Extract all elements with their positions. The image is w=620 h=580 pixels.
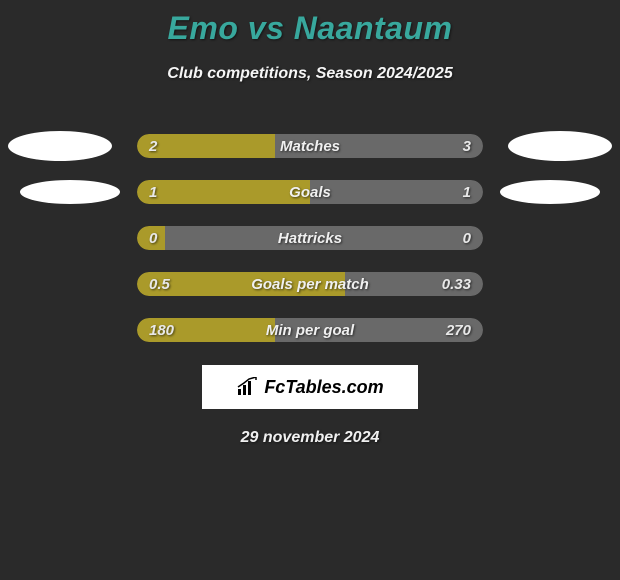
stat-value-left: 2: [149, 134, 157, 158]
stat-row: 23Matches: [0, 123, 620, 169]
stat-bar: 180270Min per goal: [137, 318, 483, 342]
comparison-chart: 23Matches11Goals00Hattricks0.50.33Goals …: [0, 123, 620, 353]
team-right-logo: [508, 131, 612, 161]
page-title: Emo vs Naantaum: [0, 0, 620, 47]
stat-value-left: 1: [149, 180, 157, 204]
stat-value-right: 270: [446, 318, 471, 342]
date-label: 29 november 2024: [0, 429, 620, 447]
subtitle: Club competitions, Season 2024/2025: [0, 65, 620, 83]
stat-value-right: 3: [463, 134, 471, 158]
stat-value-left: 0: [149, 226, 157, 250]
stat-value-left: 0.5: [149, 272, 170, 296]
team-left-logo: [20, 180, 120, 204]
stat-bar: 00Hattricks: [137, 226, 483, 250]
stat-bar: 23Matches: [137, 134, 483, 158]
bar-left-fill: [137, 180, 310, 204]
stat-bar: 0.50.33Goals per match: [137, 272, 483, 296]
stat-row: 180270Min per goal: [0, 307, 620, 353]
stat-bar: 11Goals: [137, 180, 483, 204]
bar-left-fill: [137, 134, 275, 158]
bar-right-fill: [165, 226, 483, 250]
stat-value-right: 0.33: [442, 272, 471, 296]
stat-value-left: 180: [149, 318, 174, 342]
stat-value-right: 0: [463, 226, 471, 250]
team-right-logo: [500, 180, 600, 204]
stat-value-right: 1: [463, 180, 471, 204]
bar-right-fill: [275, 134, 483, 158]
team-left-logo: [8, 131, 112, 161]
stat-row: 00Hattricks: [0, 215, 620, 261]
chart-icon: [236, 377, 260, 397]
brand-text: FcTables.com: [264, 377, 383, 398]
brand-link[interactable]: FcTables.com: [202, 365, 418, 409]
stat-row: 11Goals: [0, 169, 620, 215]
bar-right-fill: [310, 180, 483, 204]
stat-row: 0.50.33Goals per match: [0, 261, 620, 307]
